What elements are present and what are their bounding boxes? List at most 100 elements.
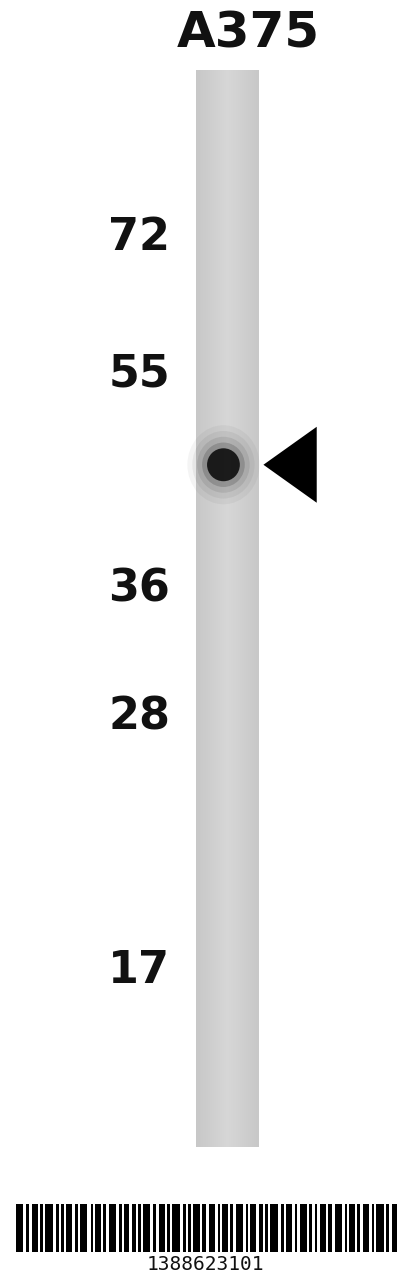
Bar [171, 1204, 179, 1252]
Bar [61, 1204, 63, 1252]
Bar [248, 70, 249, 1147]
Bar [16, 1204, 23, 1252]
Bar [167, 1204, 169, 1252]
Bar [90, 1204, 93, 1252]
Bar [211, 70, 212, 1147]
Bar [109, 1204, 116, 1252]
Bar [220, 70, 221, 1147]
Bar [294, 1204, 297, 1252]
Bar [280, 1204, 283, 1252]
Bar [223, 70, 224, 1147]
Bar [385, 1204, 389, 1252]
Bar [250, 70, 251, 1147]
Bar [31, 1204, 38, 1252]
Bar [249, 1204, 256, 1252]
Bar [40, 1204, 43, 1252]
Bar [196, 70, 197, 1147]
Bar [255, 70, 256, 1147]
Bar [158, 1204, 164, 1252]
Bar [237, 70, 238, 1147]
Bar [242, 70, 243, 1147]
Text: 36: 36 [108, 568, 170, 611]
Bar [319, 1204, 325, 1252]
Bar [362, 1204, 368, 1252]
Bar [249, 70, 250, 1147]
Bar [199, 70, 200, 1147]
Bar [26, 1204, 29, 1252]
Bar [230, 1204, 233, 1252]
Bar [215, 70, 216, 1147]
Bar [74, 1204, 78, 1252]
Bar [214, 70, 215, 1147]
Bar [244, 70, 245, 1147]
Bar [208, 70, 209, 1147]
Bar [240, 70, 241, 1147]
Bar [219, 70, 220, 1147]
Bar [182, 1204, 185, 1252]
Bar [241, 70, 242, 1147]
Bar [227, 70, 228, 1147]
Bar [258, 70, 259, 1147]
Bar [200, 70, 201, 1147]
Bar [233, 70, 234, 1147]
Bar [45, 1204, 52, 1252]
Bar [251, 70, 252, 1147]
Bar [66, 1204, 72, 1252]
Bar [247, 70, 248, 1147]
Bar [344, 1204, 346, 1252]
Bar [229, 70, 230, 1147]
Bar [235, 70, 236, 1147]
Bar [371, 1204, 373, 1252]
Bar [252, 70, 253, 1147]
Bar [257, 70, 258, 1147]
Text: A375: A375 [176, 10, 319, 58]
Bar [243, 70, 244, 1147]
Bar [138, 1204, 140, 1252]
Bar [232, 70, 233, 1147]
Bar [256, 70, 257, 1147]
Bar [205, 70, 206, 1147]
Bar [375, 1204, 383, 1252]
Bar [132, 1204, 135, 1252]
Text: 28: 28 [108, 695, 170, 739]
Bar [234, 70, 235, 1147]
Ellipse shape [197, 436, 249, 493]
Bar [217, 70, 218, 1147]
Bar [391, 1204, 396, 1252]
Bar [245, 1204, 247, 1252]
Bar [285, 1204, 292, 1252]
Bar [236, 1204, 242, 1252]
Bar [246, 70, 247, 1147]
Bar [103, 1204, 106, 1252]
Bar [265, 1204, 267, 1252]
Bar [212, 70, 213, 1147]
Bar [218, 70, 219, 1147]
Bar [213, 70, 214, 1147]
Bar [328, 1204, 331, 1252]
Polygon shape [263, 426, 316, 503]
Bar [209, 70, 210, 1147]
Bar [198, 70, 199, 1147]
Bar [308, 1204, 312, 1252]
Bar [119, 1204, 121, 1252]
Bar [56, 1204, 58, 1252]
Bar [254, 70, 255, 1147]
Bar [207, 70, 208, 1147]
Text: 72: 72 [108, 216, 170, 259]
Bar [202, 1204, 206, 1252]
Bar [224, 70, 225, 1147]
Bar [334, 1204, 341, 1252]
Bar [209, 1204, 215, 1252]
Text: 1388623101: 1388623101 [146, 1254, 263, 1274]
Bar [210, 70, 211, 1147]
Bar [222, 70, 223, 1147]
Bar [222, 1204, 227, 1252]
Bar [221, 70, 222, 1147]
Bar [204, 70, 205, 1147]
Bar [203, 70, 204, 1147]
Bar [230, 70, 231, 1147]
Bar [299, 1204, 306, 1252]
Bar [228, 70, 229, 1147]
Bar [239, 70, 240, 1147]
Bar [253, 70, 254, 1147]
